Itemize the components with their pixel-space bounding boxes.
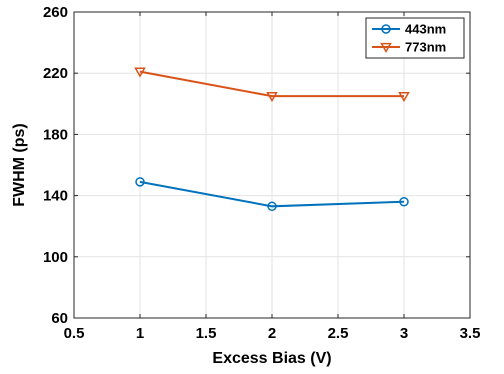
legend-label-443nm: 443nm	[405, 22, 446, 37]
x-axis-label: Excess Bias (V)	[212, 350, 331, 367]
x-tick-label: 2.5	[328, 325, 349, 342]
data-point-773nm	[266, 92, 278, 103]
y-tick-label: 180	[43, 126, 68, 143]
series-layer	[134, 67, 410, 212]
series-443nm	[135, 177, 409, 212]
data-point-443nm	[267, 201, 277, 212]
y-tick-label: 140	[43, 188, 68, 205]
data-point-443nm	[399, 196, 409, 207]
tick-marks	[73, 11, 471, 319]
tick-labels: 0.5 1 1.5 2 2.5 3 3.5 60 100 140 180 220 260	[43, 4, 480, 342]
y-axis-label: FWHM (ps)	[11, 123, 28, 207]
x-tick-label: 3.5	[460, 325, 481, 342]
y-tick-label: 60	[51, 310, 68, 327]
y-tick-label: 100	[43, 249, 68, 266]
data-point-443nm	[135, 177, 145, 187]
legend-label-773nm: 773nm	[405, 40, 446, 55]
series-line-443nm	[139, 180, 405, 208]
y-tick-label: 220	[43, 65, 68, 82]
grid	[74, 12, 470, 318]
x-tick-label: 1	[136, 325, 144, 342]
series-773nm	[134, 67, 410, 103]
legend-box	[365, 17, 465, 59]
x-tick-label: 3	[400, 325, 408, 342]
x-tick-label: 0.5	[64, 325, 85, 342]
data-point-773nm	[398, 92, 410, 103]
series-line-773nm	[139, 70, 404, 98]
x-tick-label: 1.5	[196, 325, 217, 342]
x-tick-label: 2	[268, 325, 276, 342]
data-point-773nm	[134, 67, 146, 78]
legend-marker-773nm	[380, 42, 392, 54]
y-tick-label: 260	[43, 4, 68, 21]
legend-marker-443nm	[381, 24, 391, 34]
legend: 443nm 773nm	[365, 17, 465, 59]
